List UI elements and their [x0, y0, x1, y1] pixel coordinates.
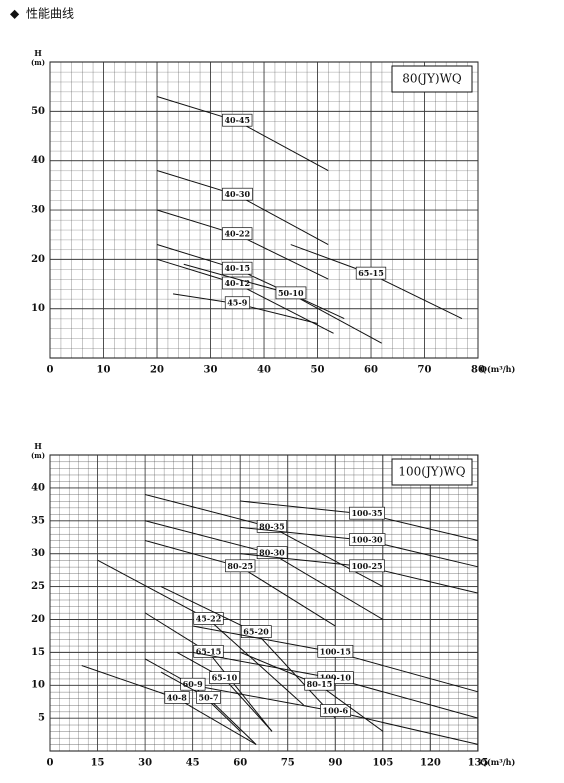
- series-label-box: [224, 296, 251, 310]
- y-axis-unit: (m): [31, 58, 45, 67]
- series-label-box: [222, 187, 253, 201]
- series-label: 50-10: [278, 288, 304, 298]
- series-label-box: [209, 671, 240, 684]
- y-tick-label: 20: [31, 614, 45, 625]
- series-label: 40-45: [224, 115, 250, 125]
- diamond: ◆: [10, 7, 20, 21]
- x-tick-label: 20: [150, 365, 164, 376]
- y-tick-label: 20: [31, 254, 45, 265]
- x-tick-label: 105: [372, 758, 393, 769]
- series-label-box: [355, 266, 387, 280]
- series-label-box: [164, 691, 190, 704]
- series-label: 80-35: [259, 521, 285, 531]
- x-tick-label: 30: [138, 758, 152, 769]
- x-tick-label: 80: [471, 365, 485, 376]
- y-tick-label: 25: [31, 581, 45, 592]
- series-label: 80-15: [307, 679, 333, 689]
- series-label: 100-15: [320, 646, 351, 656]
- series-label: 45-22: [196, 613, 222, 623]
- y-tick-label: 30: [31, 548, 45, 559]
- series-label: 65-10: [212, 673, 238, 683]
- series-label: 45-9: [227, 298, 247, 308]
- series-label: 80-30: [259, 548, 285, 558]
- series-label-box: [256, 520, 288, 533]
- series-label: 80-25: [227, 561, 253, 571]
- series-label-box: [320, 704, 351, 717]
- y-tick-label: 30: [31, 205, 45, 216]
- minor-grid: [49, 454, 479, 752]
- y-tick-label: 10: [31, 680, 45, 691]
- series-label: 40-8: [167, 692, 187, 702]
- x-tick-label: 70: [418, 365, 432, 376]
- series-label: 100-25: [351, 561, 382, 571]
- series-label-box: [317, 644, 354, 658]
- series-label: 40-15: [224, 263, 250, 273]
- series-label: 40-12: [224, 278, 250, 288]
- title-box: [391, 65, 473, 93]
- series-label-box: [222, 227, 253, 241]
- series-label-box: [349, 533, 386, 546]
- x-tick-label: 40: [257, 365, 271, 376]
- x-tick-label: 135: [468, 758, 489, 769]
- chart-title: 100(JY)WQ: [398, 465, 465, 479]
- x-axis-label: Q(m³/h): [480, 757, 515, 767]
- series-label-box: [225, 559, 256, 573]
- x-tick-label: 60: [364, 365, 378, 376]
- series-label-box: [349, 506, 385, 520]
- x-tick-label: 10: [97, 365, 111, 376]
- series-label: 50-7: [199, 692, 219, 702]
- series-label: 40-22: [224, 229, 250, 239]
- series-label: 100-10: [320, 673, 352, 683]
- series-label-box: [222, 113, 253, 127]
- y-tick-label: 15: [31, 647, 45, 658]
- series-label-box: [193, 612, 224, 625]
- y-axis-label: H: [34, 48, 42, 58]
- series-label: 60-9: [183, 679, 203, 689]
- x-tick-label: 30: [204, 365, 218, 376]
- series-label: 65-15: [358, 268, 384, 278]
- y-tick-label: 35: [31, 515, 45, 526]
- series-label: 100-6: [323, 706, 349, 716]
- x-tick-label: 45: [186, 758, 200, 769]
- x-tick-label: 75: [281, 758, 295, 769]
- y-tick-label: 10: [31, 303, 45, 314]
- chart-title: 80(JY)WQ: [402, 72, 462, 86]
- series-label-box: [222, 261, 253, 275]
- y-tick-label: 40: [31, 155, 45, 166]
- series-label-box: [304, 677, 335, 691]
- x-tick-label: 60: [233, 758, 247, 769]
- header: 性能曲线: [26, 7, 74, 21]
- y-tick-label: 40: [31, 482, 45, 493]
- series-label: 100-30: [351, 535, 383, 545]
- x-tick-label: 0: [47, 758, 54, 769]
- series-label: 65-20: [243, 627, 269, 637]
- series-label-box: [275, 286, 307, 300]
- series-label: 40-30: [224, 189, 250, 199]
- y-tick-label: 5: [38, 713, 45, 724]
- title-box: [391, 458, 473, 486]
- x-tick-label: 50: [311, 365, 325, 376]
- series-label-box: [256, 546, 288, 560]
- x-axis-label: Q(m³/h): [480, 364, 515, 374]
- x-tick-label: 15: [91, 758, 105, 769]
- series-label-box: [196, 691, 221, 704]
- x-tick-label: 0: [47, 365, 54, 376]
- y-axis-unit: (m): [31, 451, 45, 460]
- series-label: 65-15: [196, 646, 222, 656]
- series-label: 100-35: [351, 508, 382, 518]
- series-label-box: [349, 559, 385, 573]
- x-tick-label: 90: [328, 758, 342, 769]
- x-tick-label: 120: [420, 758, 441, 769]
- y-axis-label: H: [34, 441, 42, 451]
- y-tick-label: 50: [31, 106, 45, 117]
